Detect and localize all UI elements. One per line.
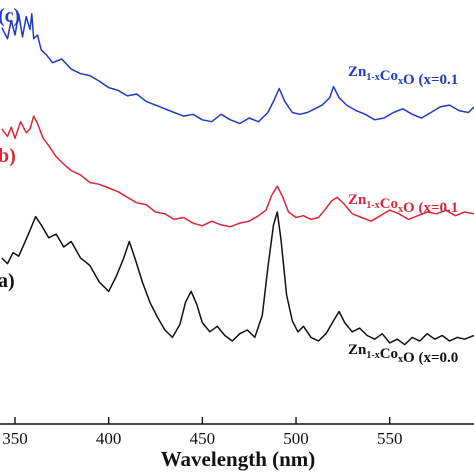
x-tick-label: 500 bbox=[283, 429, 309, 448]
x-tick-label: 350 bbox=[2, 429, 28, 448]
panel-label: (c) bbox=[0, 5, 20, 27]
series-layer bbox=[1, 13, 474, 346]
x-axis: 350 400 450 500 550 bbox=[0, 417, 474, 448]
series-annotation: Zn1-xCoxO (x=0.0 bbox=[348, 342, 458, 366]
panel-label: a) bbox=[0, 270, 15, 292]
x-axis-title: Wavelength (nm) bbox=[161, 447, 316, 471]
series-annotation: Zn1-xCoxO (x=0.1 bbox=[348, 192, 458, 216]
label-layer: (c) b) a) Zn1-xCoxO (x=0.1 Zn1-xCoxO (x=0.1 Z… bbox=[0, 5, 458, 366]
series-annotation: Zn1-xCoxO (x=0.1 bbox=[348, 64, 458, 88]
series-line-0 bbox=[1, 13, 474, 125]
x-tick-label: 550 bbox=[377, 429, 403, 448]
series-line-2 bbox=[1, 211, 474, 346]
series-line-1 bbox=[1, 115, 474, 228]
x-tick-label: 450 bbox=[190, 429, 216, 448]
panel-label: b) bbox=[0, 145, 16, 167]
x-tick-label: 400 bbox=[96, 429, 122, 448]
